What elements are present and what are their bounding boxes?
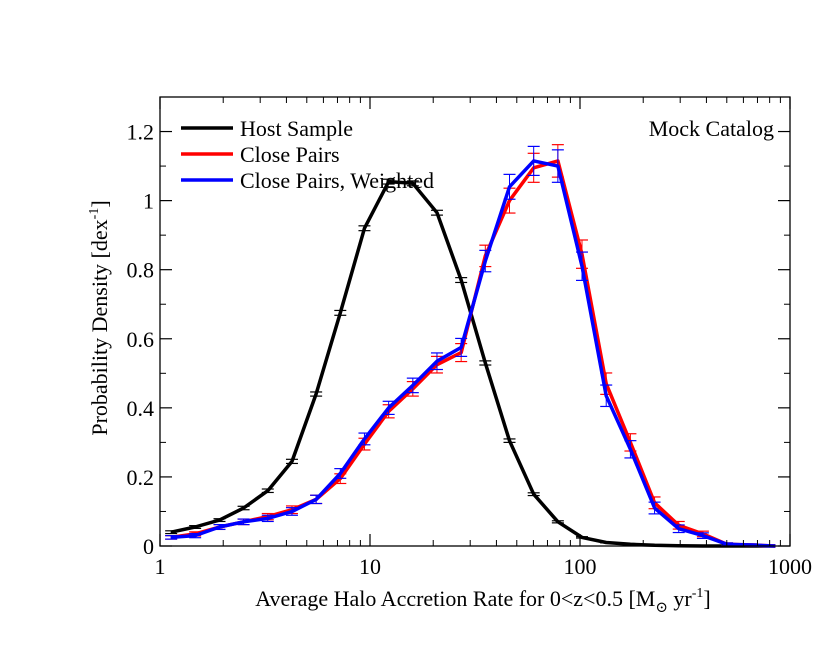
error-bar-close-pairs-weighted	[165, 535, 178, 540]
y-tick-label: 0.6	[127, 327, 155, 352]
error-bar-close-pairs-weighted	[358, 432, 371, 446]
y-axis-label: Probability Density [dex-1]	[87, 200, 112, 435]
error-bar-close-pairs-weighted	[648, 501, 661, 515]
error-bar-host-sample	[261, 488, 274, 494]
x-axis-label-mid: yr	[668, 586, 693, 611]
x-tick-label: 1000	[768, 554, 812, 579]
error-bar-close-pairs-weighted	[334, 468, 347, 479]
error-bar-close-pairs-weighted	[455, 337, 468, 357]
series-layer	[165, 144, 776, 548]
x-tick-label: 10	[359, 554, 381, 579]
legend-item-close-pairs: Close Pairs	[181, 142, 340, 167]
error-bar-close-pairs-weighted	[696, 532, 709, 540]
error-bar-host-sample	[334, 309, 347, 316]
tick-layer: 1 10 100 1000 0 0.2 0.4 0.6 0.8 1 1.2	[127, 96, 812, 579]
error-bar-host-sample	[430, 209, 443, 216]
error-bar-close-pairs-weighted	[551, 149, 564, 183]
error-bar-host-sample	[189, 525, 202, 529]
error-bar-close-pairs-weighted	[479, 249, 492, 273]
legend-label: Host Sample	[240, 116, 353, 141]
error-bar-close-pairs-weighted	[189, 532, 202, 539]
error-bar-host-sample	[551, 520, 564, 524]
error-bar-host-sample	[503, 438, 516, 443]
x-tick-label: 100	[564, 554, 597, 579]
error-bar-close-pairs-weighted	[310, 494, 323, 505]
error-bar-close-pairs-weighted	[624, 440, 637, 459]
y-axis-label-suffix: ]	[87, 200, 112, 207]
x-axis-label-sup: -1	[692, 586, 704, 601]
y-axis-label-prefix: Probability Density [dex	[87, 219, 112, 435]
error-bar-host-sample	[624, 543, 637, 546]
error-bar-close-pairs-weighted	[527, 145, 540, 177]
error-bar-close-pairs-weighted	[600, 384, 613, 408]
legend-label: Close Pairs, Weighted	[240, 168, 434, 193]
error-bar-close-pairs-weighted	[503, 173, 516, 200]
plot-frame	[159, 96, 791, 547]
error-bar-close-pairs-weighted	[382, 400, 395, 416]
error-bar-host-sample	[600, 541, 613, 544]
series-close-pairs	[165, 144, 776, 548]
error-bar-close-pairs-weighted	[672, 524, 685, 534]
series-line-host-sample	[170, 179, 776, 548]
error-bar-host-sample	[406, 180, 419, 187]
series-line-close-pairs-weighted	[170, 159, 776, 548]
error-bar-host-sample	[358, 225, 371, 232]
error-bar-close-pairs-weighted	[430, 352, 443, 371]
series-host-sample	[165, 178, 776, 548]
error-bar-close-pairs-weighted	[237, 518, 250, 526]
legend-item-host-sample: Host Sample	[181, 116, 353, 141]
x-axis-label: Average Halo Accretion Rate for 0<z<0.5 …	[255, 586, 711, 616]
error-bar-close-pairs-weighted	[575, 251, 588, 281]
error-bar-host-sample	[527, 492, 540, 497]
series-close-pairs-weighted	[165, 145, 776, 548]
error-bar-host-sample	[382, 178, 395, 185]
error-bar-host-sample	[575, 536, 588, 539]
error-bar-host-sample	[455, 277, 468, 284]
error-bar-close-pairs-weighted	[406, 377, 419, 394]
legend-item-close-pairs-weighted: Close Pairs, Weighted	[181, 168, 434, 193]
y-tick-label: 0	[143, 534, 154, 559]
x-axis-label-sub: ⊙	[655, 600, 668, 616]
error-bar-host-sample	[285, 458, 298, 465]
error-bar-close-pairs-weighted	[285, 507, 298, 516]
y-axis-label-sup: -1	[87, 208, 102, 220]
y-tick-label: 1.2	[127, 120, 155, 145]
y-tick-label: 0.4	[127, 396, 155, 421]
error-bar-host-sample	[237, 505, 250, 511]
error-bar-close-pairs-weighted	[213, 523, 226, 531]
x-axis-label-prefix: Average Halo Accretion Rate for 0<z<0.5 …	[255, 586, 655, 611]
error-bar-host-sample	[165, 530, 178, 535]
error-bar-host-sample	[479, 360, 492, 366]
y-tick-label: 0.2	[127, 465, 155, 490]
annotation-mock-catalog: Mock Catalog	[649, 116, 774, 141]
x-axis-label-suffix: ]	[703, 586, 710, 611]
y-tick-label: 1	[143, 189, 154, 214]
legend-label: Close Pairs	[240, 142, 340, 167]
error-bar-host-sample	[213, 518, 226, 523]
x-tick-label: 1	[155, 554, 166, 579]
error-bar-close-pairs-weighted	[261, 514, 274, 523]
series-line-close-pairs	[170, 159, 776, 548]
y-tick-label: 0.8	[127, 258, 155, 283]
error-bar-host-sample	[310, 391, 323, 397]
